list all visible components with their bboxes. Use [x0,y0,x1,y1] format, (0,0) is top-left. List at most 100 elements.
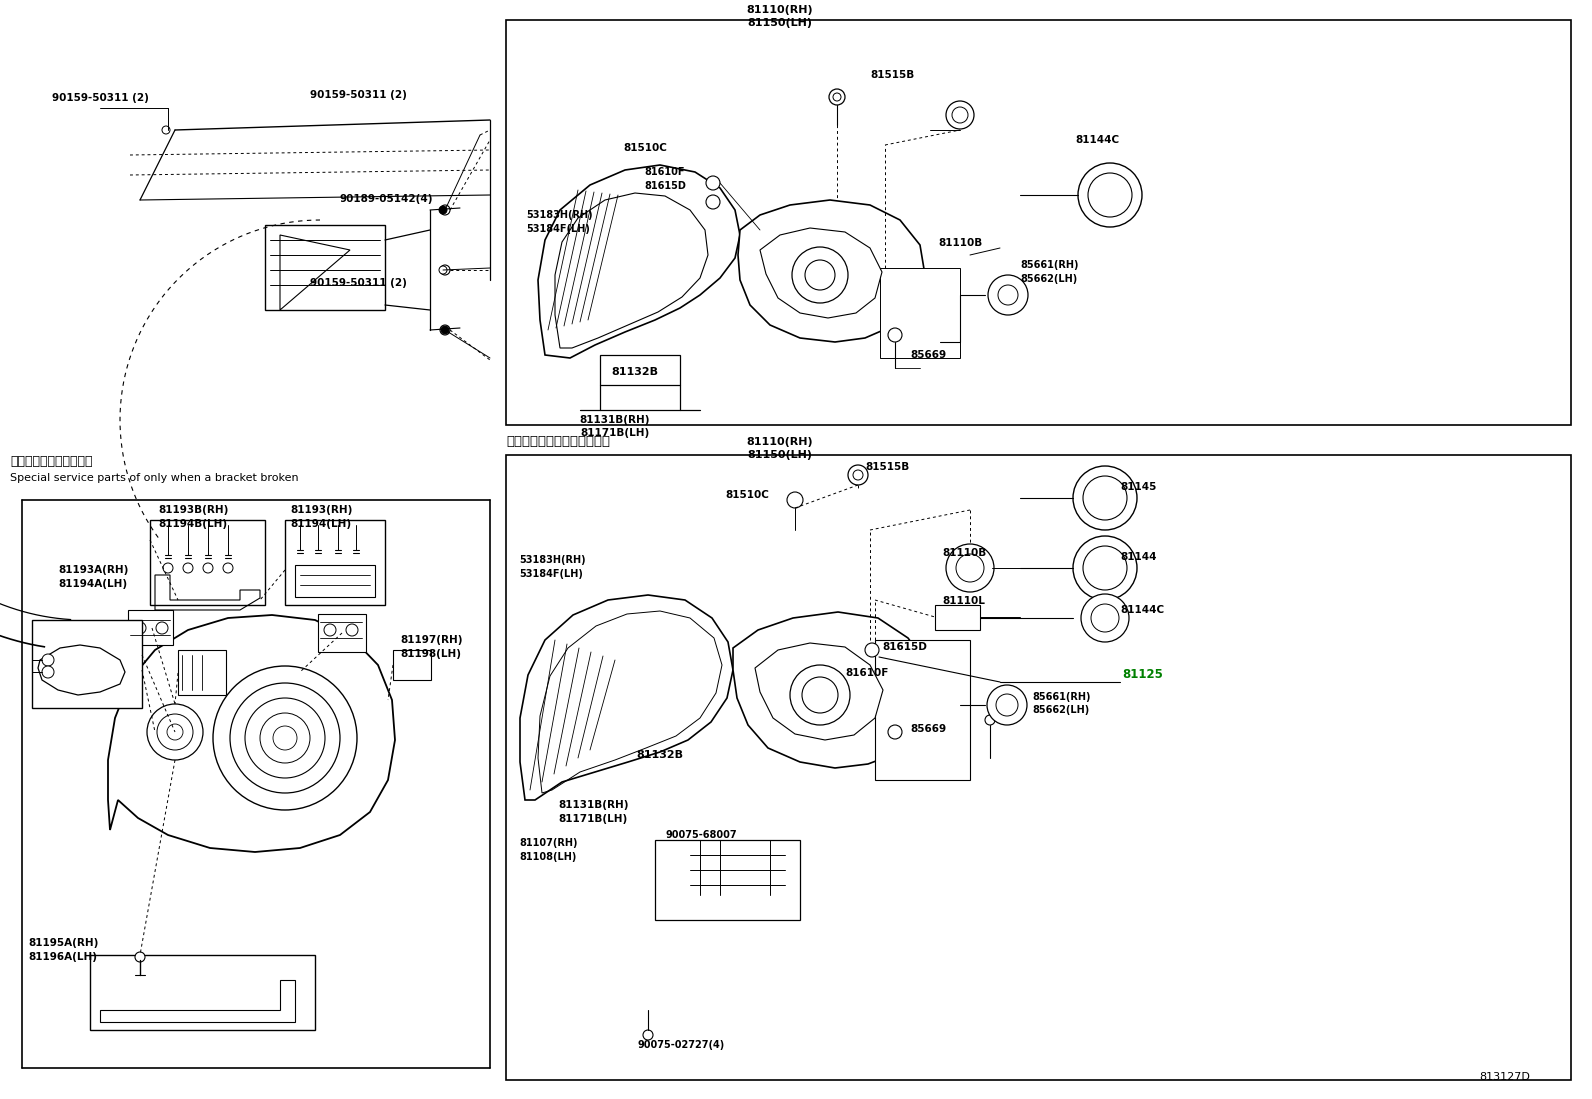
Circle shape [957,554,984,582]
Text: 85669: 85669 [911,724,946,734]
Bar [506,455,1571,1080]
Text: 81198(LH): 81198(LH) [400,650,462,659]
Circle shape [41,666,54,678]
Circle shape [829,89,845,106]
Circle shape [183,563,193,573]
Circle shape [439,325,451,335]
Text: 81615D: 81615D [645,181,686,191]
Circle shape [849,465,868,485]
Circle shape [325,624,336,636]
Text: 81131B(RH): 81131B(RH) [559,800,629,810]
Text: 車両取付部の補修用部品: 車両取付部の補修用部品 [10,455,92,468]
Circle shape [1083,546,1127,590]
Circle shape [864,643,879,657]
Bar [150,520,264,606]
Circle shape [853,470,863,480]
Polygon shape [739,200,925,342]
Circle shape [643,1030,653,1040]
Bar [935,606,981,630]
Circle shape [997,693,1017,717]
Circle shape [985,715,995,725]
Bar [295,565,376,597]
Circle shape [952,107,968,123]
Text: 81108(LH): 81108(LH) [519,852,576,862]
Bar [285,520,385,606]
Circle shape [1073,536,1137,600]
Circle shape [162,563,174,573]
Text: 81110(RH): 81110(RH) [747,437,814,447]
Circle shape [245,698,325,778]
Text: 90189-05142(4): 90189-05142(4) [341,195,433,204]
Circle shape [439,206,451,215]
Polygon shape [755,643,884,740]
Text: 81510C: 81510C [622,143,667,153]
Circle shape [1091,604,1119,632]
Bar [600,355,680,385]
Text: 81145: 81145 [1121,482,1156,492]
Circle shape [135,952,145,962]
Text: 85669: 85669 [911,349,946,360]
Text: 85662(LH): 85662(LH) [1032,704,1089,715]
Text: 81110B: 81110B [942,548,987,558]
Text: 81194(LH): 81194(LH) [290,519,352,529]
Bar [506,20,1571,425]
Polygon shape [732,612,933,768]
Text: 81197(RH): 81197(RH) [400,635,463,645]
Circle shape [705,176,720,190]
Circle shape [806,260,834,290]
Text: 81131B(RH): 81131B(RH) [579,415,650,425]
Circle shape [213,666,357,810]
Circle shape [1081,593,1129,642]
Text: 53184F(LH): 53184F(LH) [519,569,583,579]
Text: Special service parts of only when a bracket broken: Special service parts of only when a bra… [10,473,299,482]
Polygon shape [521,595,732,800]
Text: 81610F: 81610F [845,668,888,678]
Circle shape [41,654,54,666]
Circle shape [134,622,146,634]
Circle shape [229,682,341,793]
Bar [178,650,226,695]
Text: 90159-50311 (2): 90159-50311 (2) [310,90,408,100]
Circle shape [259,713,310,763]
Bar [393,650,431,680]
Circle shape [439,206,447,214]
Circle shape [223,563,232,573]
Circle shape [167,724,183,740]
Circle shape [790,665,850,725]
Text: 90075-68007: 90075-68007 [665,830,737,840]
Circle shape [802,677,837,713]
Text: 81515B: 81515B [864,462,909,471]
Text: 81195A(RH): 81195A(RH) [29,939,99,948]
Circle shape [786,492,802,508]
Circle shape [1087,173,1132,217]
Text: 90159-50311 (2): 90159-50311 (2) [53,93,150,103]
Circle shape [705,195,720,209]
Text: 81171B(LH): 81171B(LH) [581,428,650,439]
Text: 81132B: 81132B [611,367,659,377]
Text: 813127D: 813127D [1479,1072,1530,1083]
Text: 81510C: 81510C [724,490,769,500]
Circle shape [162,126,170,134]
Text: 81125: 81125 [1122,668,1162,681]
Text: 81110B: 81110B [938,238,982,248]
Circle shape [791,247,849,303]
Text: 85661(RH): 85661(RH) [1032,692,1091,702]
Text: 85661(RH): 85661(RH) [1020,260,1078,270]
Polygon shape [759,227,882,318]
Text: 85662(LH): 85662(LH) [1020,274,1078,284]
Circle shape [998,285,1017,306]
Circle shape [158,714,193,750]
Circle shape [1078,163,1141,227]
Circle shape [888,725,903,739]
Circle shape [946,544,993,592]
Circle shape [1083,476,1127,520]
Circle shape [146,704,204,761]
Text: 81144C: 81144C [1075,135,1119,145]
Text: 81110(RH): 81110(RH) [747,5,814,15]
Bar [264,225,385,310]
Circle shape [946,101,974,129]
Text: 90075-02727(4): 90075-02727(4) [638,1040,726,1050]
Text: 81110L: 81110L [942,596,985,606]
Circle shape [345,624,358,636]
Circle shape [833,93,841,101]
